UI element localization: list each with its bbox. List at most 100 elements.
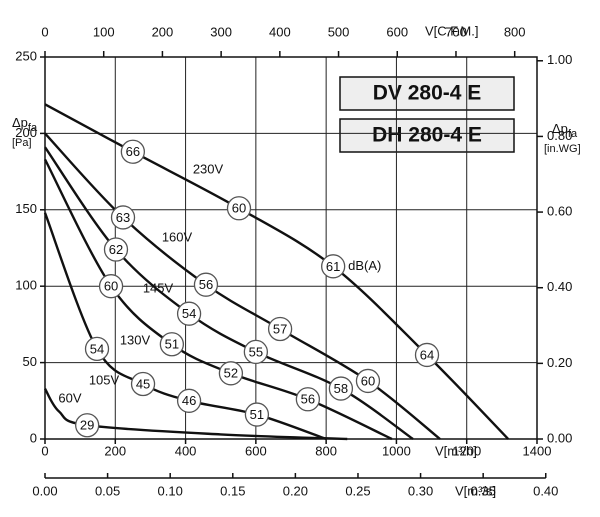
x3-tick-label: 0.35: [471, 483, 496, 498]
x3-tick-label: 0.30: [408, 483, 433, 498]
db-label: 66: [126, 144, 140, 159]
db-marker: [193, 272, 219, 297]
y2-axis-unit: [in.WG]: [544, 143, 581, 155]
curve: [43, 387, 348, 441]
db-label: 64: [420, 347, 434, 362]
y-tick-label: 250: [15, 48, 37, 63]
x-tick-label: 600: [245, 443, 267, 458]
db-label: 56: [301, 392, 315, 407]
y-tick-label: 50: [23, 354, 37, 369]
db-marker: [176, 301, 202, 326]
db-marker: [103, 237, 129, 262]
x3-axis-label: V[m³/s]: [455, 483, 496, 498]
series-label: 60V: [58, 390, 81, 405]
x-tick-label: 1200: [452, 443, 481, 458]
db-marker: [84, 336, 110, 361]
db-label: 54: [182, 306, 196, 321]
db-marker: [244, 402, 270, 427]
x2-tick-label: 500: [328, 24, 350, 39]
x-tick-label: 800: [315, 443, 337, 458]
db-label: 51: [250, 407, 264, 422]
x-tick-label: 200: [104, 443, 126, 458]
x2-tick-label: 800: [504, 24, 526, 39]
db-marker: [328, 376, 354, 401]
db-label: 60: [361, 373, 375, 388]
model-box: [339, 118, 515, 153]
y-axis-unit: [Pa]: [12, 137, 32, 149]
db-marker: [98, 274, 124, 299]
y2-tick-label: 0.40: [547, 279, 572, 294]
x-tick-label: 400: [175, 443, 197, 458]
x-tick-label: 1400: [523, 443, 552, 458]
series-label: 105V: [89, 372, 120, 387]
x-axis-label: V[m³/h]: [435, 443, 477, 458]
x2-tick-label: 200: [152, 24, 174, 39]
x2-tick-label: 0: [41, 24, 48, 39]
x2-tick-label: 400: [269, 24, 291, 39]
db-marker: [267, 316, 293, 342]
db-label: 61: [326, 259, 340, 274]
x2-tick-label: 300: [210, 24, 232, 39]
model-label: DV 280-4 E: [373, 82, 482, 105]
y2-tick-label: 0.80: [547, 128, 572, 143]
db-label: 45: [136, 376, 150, 391]
y2-tick-label: 0.20: [547, 355, 572, 370]
db-label: 51: [165, 337, 179, 352]
db-label: 60: [104, 279, 118, 294]
db-marker: [414, 342, 440, 368]
x2-tick-label: 600: [386, 24, 408, 39]
db-unit: dB(A): [348, 258, 381, 273]
db-marker: [130, 371, 156, 397]
db-marker: [321, 254, 346, 279]
model-box: [339, 76, 515, 111]
db-label: 54: [90, 341, 104, 356]
series-label: 160V: [162, 229, 193, 244]
db-label: 29: [80, 418, 94, 433]
db-label: 63: [116, 210, 130, 225]
y-tick-label: 100: [15, 278, 37, 293]
db-label: 46: [182, 393, 196, 408]
db-marker: [218, 361, 244, 386]
x2-tick-label: 700: [445, 24, 467, 39]
x3-tick-label: 0.15: [220, 483, 245, 498]
model-label: DH 280-4 E: [372, 124, 482, 147]
y2-tick-label: 0.00: [547, 430, 572, 445]
x3-tick-label: 0.20: [283, 483, 308, 498]
series-label: 230V: [193, 161, 224, 176]
plot-frame: [44, 56, 538, 440]
series-label: 145V: [143, 280, 174, 295]
y2-tick-label: 0.60: [547, 204, 572, 219]
db-label: 57: [273, 321, 287, 336]
db-marker: [295, 387, 321, 412]
db-label: 62: [109, 242, 123, 257]
y-tick-label: 0: [30, 430, 37, 445]
y-tick-label: 200: [15, 125, 37, 140]
x-tick-label: 1000: [382, 443, 411, 458]
db-marker: [75, 413, 100, 438]
db-marker: [159, 332, 185, 357]
x3-tick-label: 0.40: [533, 483, 558, 498]
x3-tick-label: 0.25: [345, 483, 370, 498]
db-marker: [355, 368, 381, 394]
db-label: 58: [334, 381, 348, 396]
x3-tick-label: 0.10: [158, 483, 183, 498]
curve: [44, 146, 414, 440]
x3-tick-label: 0.05: [95, 483, 120, 498]
db-marker: [110, 205, 136, 230]
db-marker: [120, 139, 146, 164]
db-marker: [243, 339, 269, 365]
y-axis-label: Δpfa: [12, 115, 38, 133]
db-label: 60: [232, 201, 246, 216]
x2-tick-label: 100: [93, 24, 115, 39]
series-label: 130V: [120, 332, 151, 347]
y2-tick-label: 1.00: [547, 52, 572, 67]
db-label: 56: [199, 277, 213, 292]
x2-axis-label: V[C.F.M.]: [425, 23, 478, 38]
y-tick-label: 150: [15, 201, 37, 216]
db-label: 52: [224, 366, 238, 381]
x3-tick-label: 0.00: [32, 483, 57, 498]
db-marker: [176, 388, 202, 413]
db-marker: [226, 196, 252, 221]
db-label: 55: [249, 344, 263, 359]
